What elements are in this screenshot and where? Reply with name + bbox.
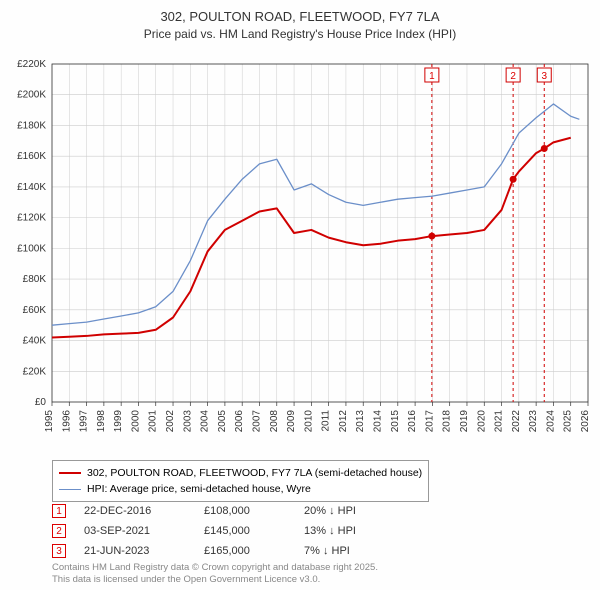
sale-price: £165,000 xyxy=(204,545,304,557)
chart-title: 302, POULTON ROAD, FLEETWOOD, FY7 7LA xyxy=(10,8,590,26)
svg-text:2016: 2016 xyxy=(407,410,418,433)
sale-row: 3 21-JUN-2023£165,0007% ↓ HPI xyxy=(52,542,424,560)
sale-date: 03-SEP-2021 xyxy=(84,525,204,537)
svg-text:£220K: £220K xyxy=(17,59,46,70)
svg-text:£80K: £80K xyxy=(23,274,47,285)
svg-text:2022: 2022 xyxy=(511,410,522,433)
svg-text:2011: 2011 xyxy=(321,410,332,432)
svg-text:2001: 2001 xyxy=(148,410,159,433)
sale-price: £145,000 xyxy=(204,525,304,537)
sale-marker: 2 xyxy=(52,524,66,538)
svg-text:1999: 1999 xyxy=(113,410,124,433)
svg-text:£180K: £180K xyxy=(17,120,46,131)
footer-line-1: Contains HM Land Registry data © Crown c… xyxy=(52,562,378,574)
svg-text:£60K: £60K xyxy=(23,305,47,316)
footer-line-2: This data is licensed under the Open Gov… xyxy=(52,574,378,586)
svg-text:2: 2 xyxy=(510,71,516,82)
sale-delta: 13% ↓ HPI xyxy=(304,525,424,537)
svg-text:£100K: £100K xyxy=(17,243,46,254)
chart-area: £0 £20K £40K £60K £80K £100K £120K £140K £160K £1… xyxy=(0,54,600,454)
svg-text:1996: 1996 xyxy=(61,410,72,433)
sale-date: 21-JUN-2023 xyxy=(84,545,204,557)
svg-text:2018: 2018 xyxy=(442,410,453,433)
svg-text:£160K: £160K xyxy=(17,151,46,162)
svg-text:2019: 2019 xyxy=(459,410,470,433)
sales-table: 1 22-DEC-2016£108,00020% ↓ HPI 2 03-SEP-202… xyxy=(52,502,424,562)
svg-text:2025: 2025 xyxy=(563,410,574,433)
legend-swatch xyxy=(59,472,81,474)
svg-text:2009: 2009 xyxy=(286,410,297,433)
svg-text:1998: 1998 xyxy=(96,410,107,433)
sale-marker: 1 xyxy=(52,504,66,518)
legend-label: HPI: Average price, semi-detached house,… xyxy=(87,483,311,495)
title-block: 302, POULTON ROAD, FLEETWOOD, FY7 7LA Pr… xyxy=(0,0,600,46)
chart-container: 302, POULTON ROAD, FLEETWOOD, FY7 7LA Pr… xyxy=(0,0,600,590)
svg-text:2015: 2015 xyxy=(390,410,401,433)
footer: Contains HM Land Registry data © Crown c… xyxy=(52,562,378,586)
sale-price: £108,000 xyxy=(204,505,304,517)
svg-text:2004: 2004 xyxy=(200,410,211,433)
svg-text:2021: 2021 xyxy=(494,410,505,433)
svg-text:2023: 2023 xyxy=(528,410,539,433)
svg-text:1995: 1995 xyxy=(44,410,55,433)
svg-text:2020: 2020 xyxy=(476,410,487,433)
svg-text:2005: 2005 xyxy=(217,410,228,433)
svg-text:£200K: £200K xyxy=(17,90,46,101)
svg-text:2002: 2002 xyxy=(165,410,176,433)
svg-text:2014: 2014 xyxy=(373,410,384,433)
svg-text:2003: 2003 xyxy=(182,410,193,433)
svg-text:2008: 2008 xyxy=(269,410,280,433)
svg-text:2026: 2026 xyxy=(580,410,591,433)
sale-delta: 7% ↓ HPI xyxy=(304,545,424,557)
legend-row: 302, POULTON ROAD, FLEETWOOD, FY7 7LA (s… xyxy=(59,465,422,481)
svg-text:1997: 1997 xyxy=(79,410,90,433)
chart-svg: £0 £20K £40K £60K £80K £100K £120K £140K £160K £1… xyxy=(0,54,600,454)
svg-text:2006: 2006 xyxy=(234,410,245,433)
legend-row: HPI: Average price, semi-detached house,… xyxy=(59,481,422,497)
sale-marker: 3 xyxy=(52,544,66,558)
svg-text:2000: 2000 xyxy=(130,410,141,433)
sale-row: 1 22-DEC-2016£108,00020% ↓ HPI xyxy=(52,502,424,520)
svg-text:2012: 2012 xyxy=(338,410,349,433)
sale-delta: 20% ↓ HPI xyxy=(304,505,424,517)
svg-text:£120K: £120K xyxy=(17,213,46,224)
svg-text:2010: 2010 xyxy=(303,410,314,433)
sale-row: 2 03-SEP-2021£145,00013% ↓ HPI xyxy=(52,522,424,540)
svg-text:2013: 2013 xyxy=(355,410,366,433)
legend: 302, POULTON ROAD, FLEETWOOD, FY7 7LA (s… xyxy=(52,460,429,502)
chart-subtitle: Price paid vs. HM Land Registry's House … xyxy=(10,26,590,42)
legend-label: 302, POULTON ROAD, FLEETWOOD, FY7 7LA (s… xyxy=(87,467,422,479)
svg-text:£140K: £140K xyxy=(17,182,46,193)
svg-text:1: 1 xyxy=(429,71,435,82)
svg-text:2007: 2007 xyxy=(251,410,262,433)
svg-text:£0: £0 xyxy=(35,397,47,408)
sale-date: 22-DEC-2016 xyxy=(84,505,204,517)
svg-text:2017: 2017 xyxy=(424,410,435,433)
svg-text:£20K: £20K xyxy=(23,366,47,377)
svg-text:2024: 2024 xyxy=(545,410,556,433)
legend-swatch xyxy=(59,489,81,490)
svg-text:£40K: £40K xyxy=(23,336,47,347)
svg-text:3: 3 xyxy=(541,71,547,82)
